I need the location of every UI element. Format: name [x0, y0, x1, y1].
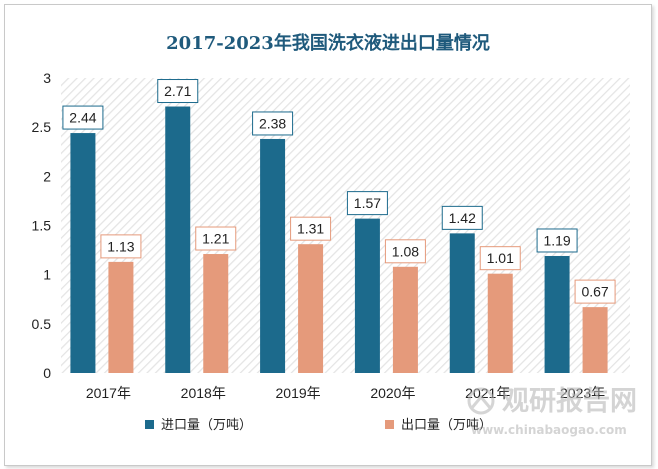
y-tick-label: 2.5: [32, 119, 52, 135]
bar-export: [108, 261, 134, 373]
data-label-import: 1.57: [354, 195, 381, 211]
watermark-sub: www.chinabaogao.com: [471, 423, 627, 437]
watermark: 观研报告网 www.chinabaogao.com: [467, 386, 637, 437]
data-label-box-export: [195, 226, 237, 251]
x-tick-label: 2019年: [276, 385, 321, 401]
y-tick-label: 1.5: [32, 218, 52, 234]
x-tick-label: 2020年: [370, 385, 415, 401]
data-label-box-import: [252, 111, 294, 136]
data-label-box-export: [290, 216, 332, 241]
y-tick-label: 0.5: [32, 316, 52, 332]
data-label-box-import: [536, 228, 578, 253]
watermark-main: 观研报告网: [502, 386, 637, 417]
x-tick-label: 2018年: [181, 385, 226, 401]
bar-export: [487, 273, 513, 373]
data-label-export: 1.31: [297, 221, 324, 237]
data-label-box-export: [100, 234, 142, 259]
bar-import: [449, 233, 475, 373]
data-label-box-import: [62, 105, 104, 130]
legend-swatch-import: [145, 420, 154, 429]
bar-import: [260, 138, 286, 373]
y-tick-label: 0: [43, 365, 51, 381]
legend-swatch-export: [385, 420, 394, 429]
data-label-box-export: [574, 279, 616, 304]
data-label-export: 1.21: [202, 231, 229, 247]
data-label-export: 0.67: [581, 284, 608, 300]
plot-area: [61, 78, 630, 373]
bar-chart: 2017-2023年我国洗衣液进出口量情况 2.44 2.71 2.38 1.57 1.…: [32, 32, 637, 437]
chart-frame: 2017-2023年我国洗衣液进出口量情况 2.44 2.71 2.38 1.57 1.…: [4, 4, 652, 466]
data-label-export: 1.01: [487, 250, 514, 266]
legend-label-import: 进口量（万吨）: [161, 417, 252, 432]
data-label-import: 2.38: [259, 115, 286, 131]
data-label-import: 1.19: [543, 232, 570, 248]
data-label-box-import: [157, 79, 199, 104]
bar-export: [203, 254, 229, 373]
chart-title: 2017-2023年我国洗衣液进出口量情况: [166, 32, 490, 54]
data-label-box-export: [479, 246, 521, 271]
data-label-import: 1.42: [449, 210, 476, 226]
bar-export: [392, 266, 418, 373]
data-label-export: 1.13: [107, 238, 134, 254]
y-tick-label: 3: [43, 70, 51, 86]
x-tick-label: 2017年: [86, 385, 131, 401]
bar-export: [582, 307, 608, 373]
bar-import: [165, 106, 191, 374]
bar-export: [298, 244, 324, 373]
x-tick-label: 2023年: [560, 385, 605, 401]
data-label-box-export: [384, 239, 426, 264]
data-label-export: 1.08: [392, 243, 419, 259]
data-label-import: 2.71: [164, 83, 191, 99]
y-tick-label: 1: [43, 267, 51, 283]
bar-import: [354, 218, 380, 373]
data-label-import: 2.44: [69, 110, 96, 126]
data-label-box-import: [346, 191, 388, 216]
watermark-logo-icon: [467, 387, 495, 415]
data-label-box-import: [441, 205, 483, 230]
bar-import: [544, 255, 570, 373]
legend-label-export: 出口量（万吨）: [401, 417, 492, 432]
y-tick-label: 2: [43, 168, 51, 184]
bar-import: [70, 133, 96, 373]
